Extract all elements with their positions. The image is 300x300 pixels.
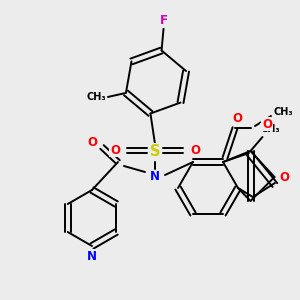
Text: N: N xyxy=(87,250,97,262)
Text: O: O xyxy=(190,143,200,157)
Text: O: O xyxy=(280,170,290,184)
Text: CH₃: CH₃ xyxy=(273,107,293,117)
Text: O: O xyxy=(262,118,272,130)
Text: O: O xyxy=(232,112,242,124)
Text: CH₃: CH₃ xyxy=(86,92,106,102)
Text: O: O xyxy=(110,143,120,157)
Text: CH₃: CH₃ xyxy=(261,124,280,134)
Text: F: F xyxy=(160,14,168,27)
Text: S: S xyxy=(150,145,160,160)
Text: O: O xyxy=(87,136,97,149)
Text: N: N xyxy=(150,170,160,184)
